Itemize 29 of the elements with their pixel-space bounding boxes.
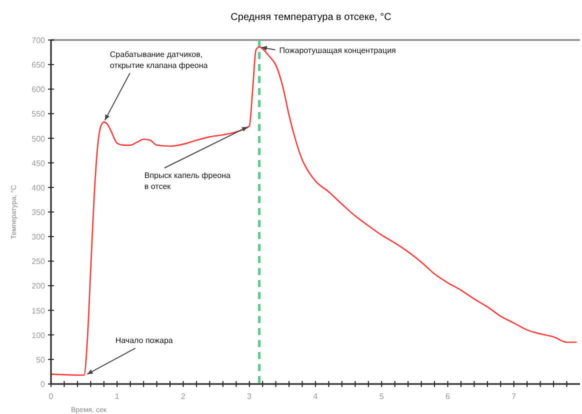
chart-title: Средняя температура в отсеке, °C [230, 12, 392, 23]
y-tick-label: 600 [32, 85, 46, 94]
annotation: Срабатывание датчиков, открытие клапана фреона [110, 50, 208, 70]
y-tick-label: 200 [32, 282, 46, 291]
line-series [50, 46, 578, 376]
x-tick-label: 0 [48, 392, 54, 401]
y-tick-label: 550 [32, 110, 46, 119]
y-tick-label: 50 [36, 355, 46, 364]
x-tick-label: 1 [114, 392, 120, 401]
annotation: Впрыск капель фреона в отсек [144, 171, 232, 191]
y-tick-label: 450 [32, 158, 46, 168]
y-tick-label: 250 [32, 257, 46, 266]
y-tick-label: 650 [32, 60, 46, 70]
x-tick-label: 3 [247, 392, 252, 401]
x-tick-label: 5 [379, 392, 384, 401]
y-tick-label: 500 [32, 134, 46, 144]
y-tick-label: 0 [40, 380, 46, 389]
x-tick-label: 4 [313, 392, 318, 401]
y-tick-label: 300 [32, 232, 46, 242]
y-tick-label: 150 [32, 306, 46, 316]
y-tick-label: 400 [32, 183, 46, 192]
x-tick-label: 6 [446, 392, 451, 401]
y-tick-label: 700 [32, 36, 46, 45]
x-tick-label: 7 [512, 392, 517, 401]
annotation: Пожаротушащая концентрация [279, 46, 396, 55]
y-tick-label: 350 [32, 208, 46, 217]
x-tick-label: 2 [181, 392, 186, 401]
annotation: Начало пожара [115, 336, 174, 346]
y-tick-label: 100 [32, 330, 46, 340]
